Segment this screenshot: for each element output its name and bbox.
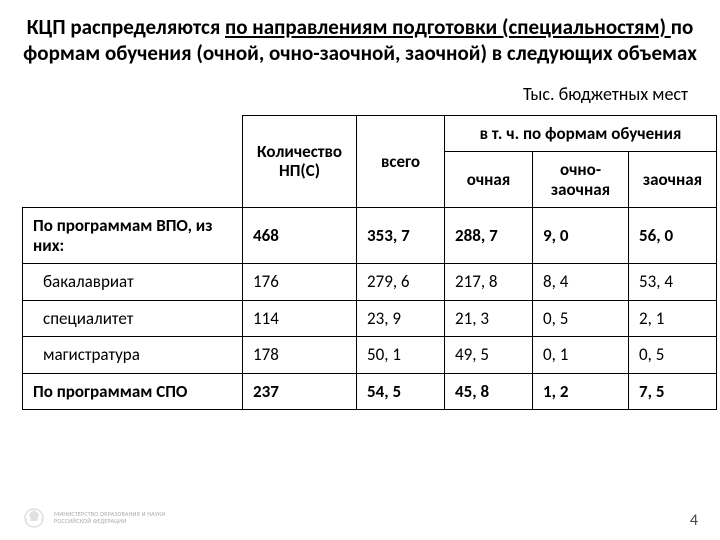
cell: 50, 1: [357, 337, 445, 374]
cell: 114: [243, 300, 357, 337]
cell: 279, 6: [357, 264, 445, 301]
row-label: По программам СПО: [23, 373, 243, 410]
row-label: магистратура: [23, 337, 243, 374]
header-col-full-time: очная: [445, 152, 533, 208]
emblem-icon: [22, 506, 46, 530]
ministry-label: МИНИСТЕРСТВО ОБРАЗОВАНИЯ И НАУКИ РОССИЙС…: [54, 511, 165, 524]
cell: 1, 2: [533, 373, 629, 410]
table-row: магистратура17850, 149, 50, 10, 5: [23, 337, 717, 374]
ministry-line-2: РОССИЙСКОЙ ФЕДЕРАЦИИ: [54, 518, 165, 525]
cell: 56, 0: [629, 208, 717, 264]
cell: 53, 4: [629, 264, 717, 301]
cell: 45, 8: [445, 373, 533, 410]
cell: 0, 5: [629, 337, 717, 374]
cell: 54, 5: [357, 373, 445, 410]
title-underlined: по направлениям подготовки (специальност…: [225, 14, 671, 40]
header-col-group: в т. ч. по формам обучения: [445, 115, 717, 152]
data-table: Количество НП(С) всего в т. ч. по формам…: [22, 115, 717, 411]
slide-subtitle: Тыс. бюджетных мест: [22, 83, 688, 105]
header-col-extramural: заочная: [629, 152, 717, 208]
cell: 237: [243, 373, 357, 410]
cell: 468: [243, 208, 357, 264]
cell: 217, 8: [445, 264, 533, 301]
page-number: 4: [690, 511, 698, 530]
cell: 353, 7: [357, 208, 445, 264]
table-row: По программам СПО23754, 545, 81, 27, 5: [23, 373, 717, 410]
cell: 49, 5: [445, 337, 533, 374]
cell: 0, 5: [533, 300, 629, 337]
table-head: Количество НП(С) всего в т. ч. по формам…: [23, 115, 717, 208]
cell: 7, 5: [629, 373, 717, 410]
row-label: специалитет: [23, 300, 243, 337]
slide: КЦП распределяются по направлениям подго…: [0, 0, 720, 540]
header-empty: [23, 115, 243, 208]
row-label: По программам ВПО, из них:: [23, 208, 243, 264]
cell: 2, 1: [629, 300, 717, 337]
cell: 288, 7: [445, 208, 533, 264]
table-row: бакалавриат176279, 6217, 88, 453, 4: [23, 264, 717, 301]
header-col-part-time: очно-заочная: [533, 152, 629, 208]
cell: 0, 1: [533, 337, 629, 374]
title-text-1: КЦП распределяются: [27, 14, 225, 40]
footer: МИНИСТЕРСТВО ОБРАЗОВАНИЯ И НАУКИ РОССИЙС…: [22, 506, 165, 530]
header-col-total: всего: [357, 115, 445, 208]
slide-title: КЦП распределяются по направлениям подго…: [22, 14, 698, 67]
cell: 176: [243, 264, 357, 301]
cell: 178: [243, 337, 357, 374]
table-header-row-1: Количество НП(С) всего в т. ч. по формам…: [23, 115, 717, 152]
table-row: По программам ВПО, из них:468353, 7288, …: [23, 208, 717, 264]
table-body: По программам ВПО, из них:468353, 7288, …: [23, 208, 717, 410]
row-label: бакалавриат: [23, 264, 243, 301]
table-row: специалитет11423, 921, 30, 52, 1: [23, 300, 717, 337]
cell: 21, 3: [445, 300, 533, 337]
cell: 23, 9: [357, 300, 445, 337]
cell: 8, 4: [533, 264, 629, 301]
cell: 9, 0: [533, 208, 629, 264]
header-col-count: Количество НП(С): [243, 115, 357, 208]
